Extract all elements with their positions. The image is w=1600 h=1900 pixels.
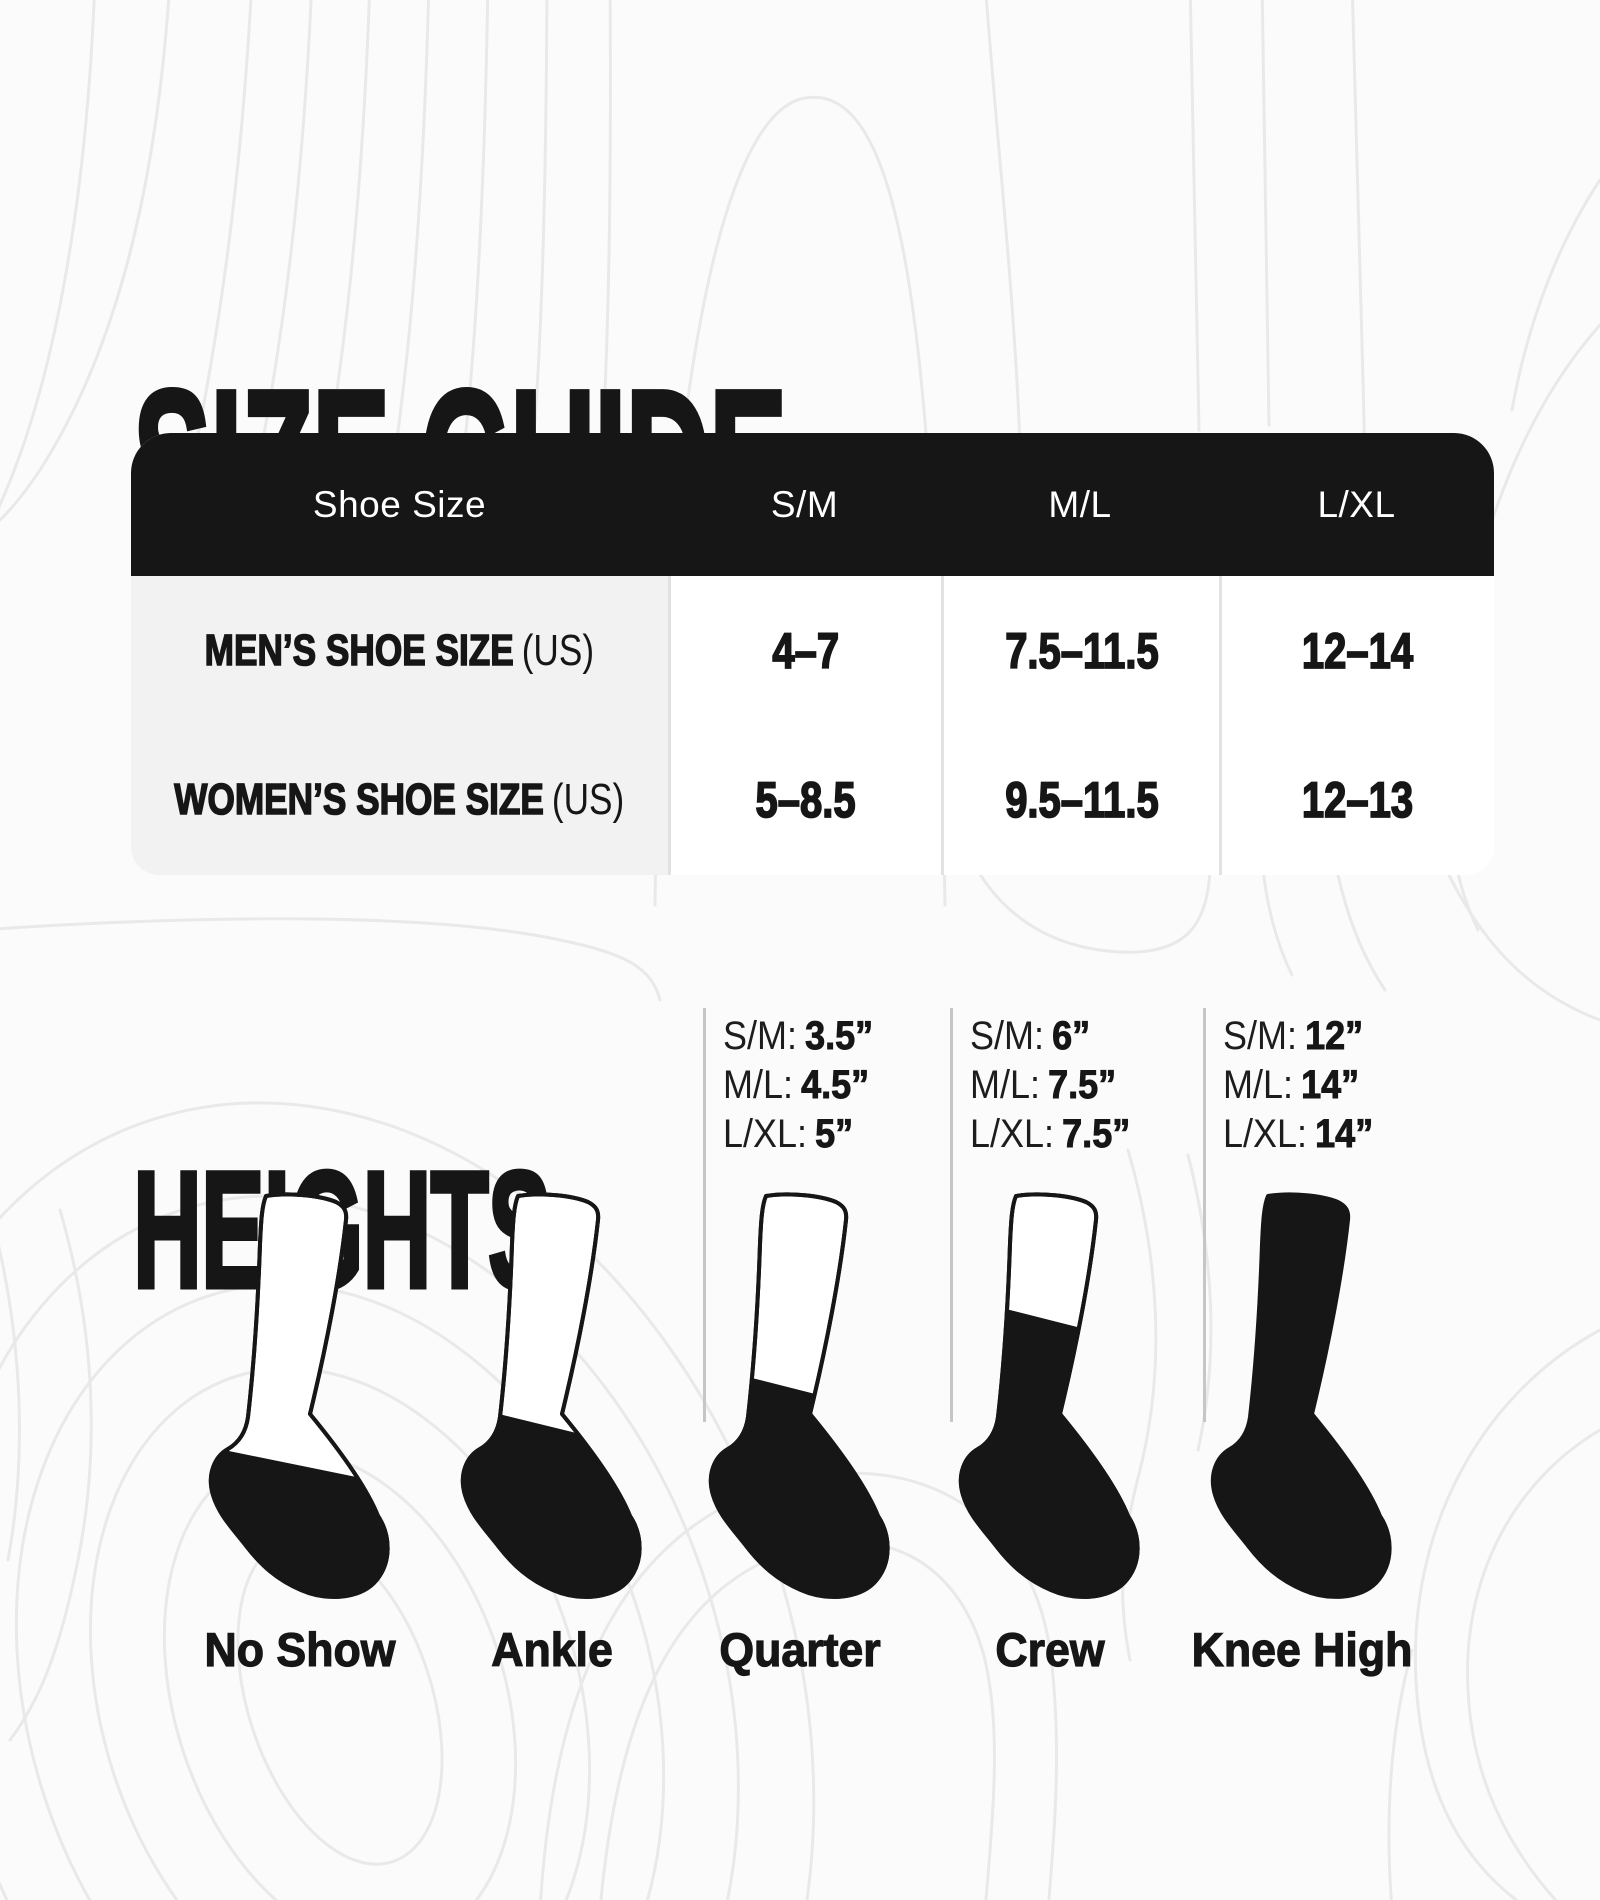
heights-divider-crew [950,1008,953,1422]
size-table: Shoe Size S/M M/L L/XL MEN’S SHOE SIZE (U… [131,433,1494,875]
size-table-header-row: Shoe Size S/M M/L L/XL [131,433,1494,576]
womens-sm-cell: 5–8.5 [668,725,941,875]
sock-label-knee-high: Knee High [1191,1622,1413,1676]
womens-row-label-cell: WOMEN’S SHOE SIZE (US) [131,725,668,875]
sock-label-quarter: Quarter [719,1622,881,1676]
sock-label-crew: Crew [995,1622,1105,1676]
womens-row-label: WOMEN’S SHOE SIZE [174,774,545,825]
header-cell-shoe-size: Shoe Size [312,483,487,525]
mens-sm-cell: 4–7 [668,576,941,725]
heights-group-crew: S/M: 6” M/L: 7.5” L/XL: 7.5” [970,1014,1131,1157]
mens-row-label-cell: MEN’S SHOE SIZE (US) [131,576,668,725]
header-cell-sm: S/M [770,483,839,525]
sock-figure-knee-high [1210,1192,1392,1599]
sock-figure-ankle [460,1192,642,1599]
header-cell-ml: M/L [1048,483,1112,525]
header-cell-lxl: L/XL [1317,483,1396,525]
sock-figure-quarter [708,1192,890,1599]
mens-lxl-cell: 12–14 [1219,576,1494,725]
sock-figure-crew [958,1192,1140,1599]
sock-label-no-show: No Show [204,1622,396,1676]
heights-group-knee-high: S/M: 12” M/L: 14” L/XL: 14” [1223,1014,1374,1157]
womens-row-label-suffix: (US) [552,775,625,824]
mens-row-label: MEN’S SHOE SIZE [204,625,514,676]
womens-ml-cell: 9.5–11.5 [941,725,1219,875]
mens-ml-cell: 7.5–11.5 [941,576,1219,725]
heights-divider-knee-high [1203,1008,1206,1422]
mens-row-label-suffix: (US) [521,625,595,675]
sock-label-ankle: Ankle [491,1622,614,1676]
womens-lxl-cell: 12–13 [1219,725,1494,875]
sock-figure-no-show [208,1192,390,1599]
heights-group-quarter: S/M: 3.5” M/L: 4.5” L/XL: 5” [723,1014,874,1157]
heights-divider-quarter [703,1008,706,1422]
